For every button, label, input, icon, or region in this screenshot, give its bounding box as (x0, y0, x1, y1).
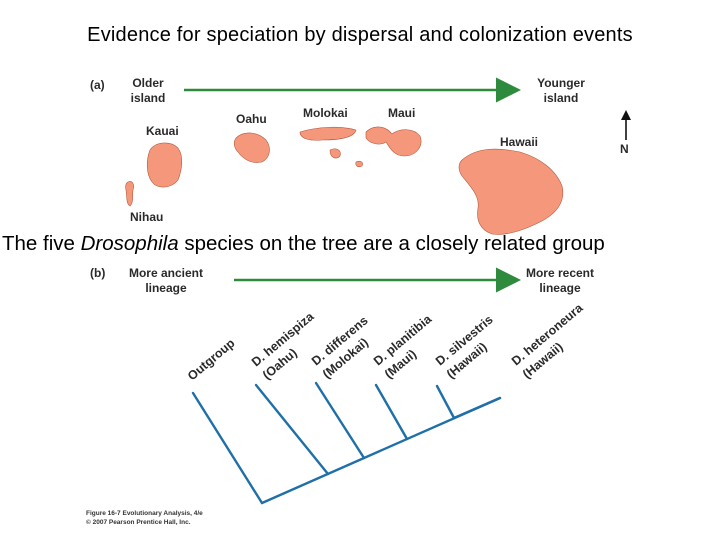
tree-branch-planitibia (374, 383, 409, 441)
recent-lineage-label: More recent lineage (512, 266, 608, 296)
island-maui (365, 126, 422, 157)
subtitle-after: species on the tree are a closely relate… (178, 232, 605, 255)
tree-branch-hemispiza (254, 383, 330, 476)
island-label-maui: Maui (388, 106, 416, 120)
ancient-lineage-line1: More ancient (128, 266, 203, 280)
subtitle-sentence: The five Drosophila species on the tree … (2, 232, 718, 256)
ancient-lineage-label: More ancient lineage (116, 266, 216, 296)
island-label-niihau: Nihau (130, 210, 164, 224)
ancient-lineage-line2: lineage (145, 281, 187, 295)
island-oahu (233, 132, 270, 163)
younger-island-label: Younger island (526, 76, 596, 106)
island-label-molokai: Molokai (303, 106, 348, 120)
younger-island-line2: island (543, 91, 579, 105)
island-hawaii (458, 148, 564, 235)
island-molokai (299, 126, 357, 141)
page-title: Evidence for speciation by dispersal and… (87, 24, 633, 46)
subtitle-before: The five (2, 232, 81, 255)
older-island-line2: island (130, 91, 166, 105)
tree-branch-differens (314, 381, 366, 460)
recent-lineage-line1: More recent (525, 266, 595, 280)
island-lanai (329, 148, 341, 159)
tree-branch-heteroneura (452, 396, 502, 420)
subtitle-genus: Drosophila (80, 232, 179, 255)
island-kahoolawe (355, 160, 363, 168)
older-island-line1: Older (132, 76, 164, 90)
credits-line2: © 2007 Pearson Prentice Hall, Inc. (86, 519, 191, 526)
island-kauai (146, 142, 183, 188)
island-label-kauai: Kauai (146, 124, 179, 138)
figure-credits: Figure 16-7 Evolutionary Analysis, 4/e ©… (86, 509, 203, 527)
tree-branch-outgroup (191, 391, 264, 505)
panel-b-label: (b) (90, 266, 106, 280)
north-label: N (620, 142, 629, 156)
island-label-oahu: Oahu (236, 112, 267, 126)
tree-branch-silvestris (435, 384, 456, 420)
credits-line1: Figure 16-7 Evolutionary Analysis, 4/e (86, 510, 203, 517)
island-label-hawaii: Hawaii (500, 135, 539, 149)
older-island-label: Older island (120, 76, 176, 106)
island-niihau (125, 181, 134, 207)
taxon-label-outgroup: Outgroup (185, 336, 238, 384)
younger-island-line1: Younger (537, 76, 585, 90)
panel-a-label: (a) (90, 78, 105, 92)
north-arrow-icon (621, 110, 631, 140)
recent-lineage-line2: lineage (539, 281, 581, 295)
